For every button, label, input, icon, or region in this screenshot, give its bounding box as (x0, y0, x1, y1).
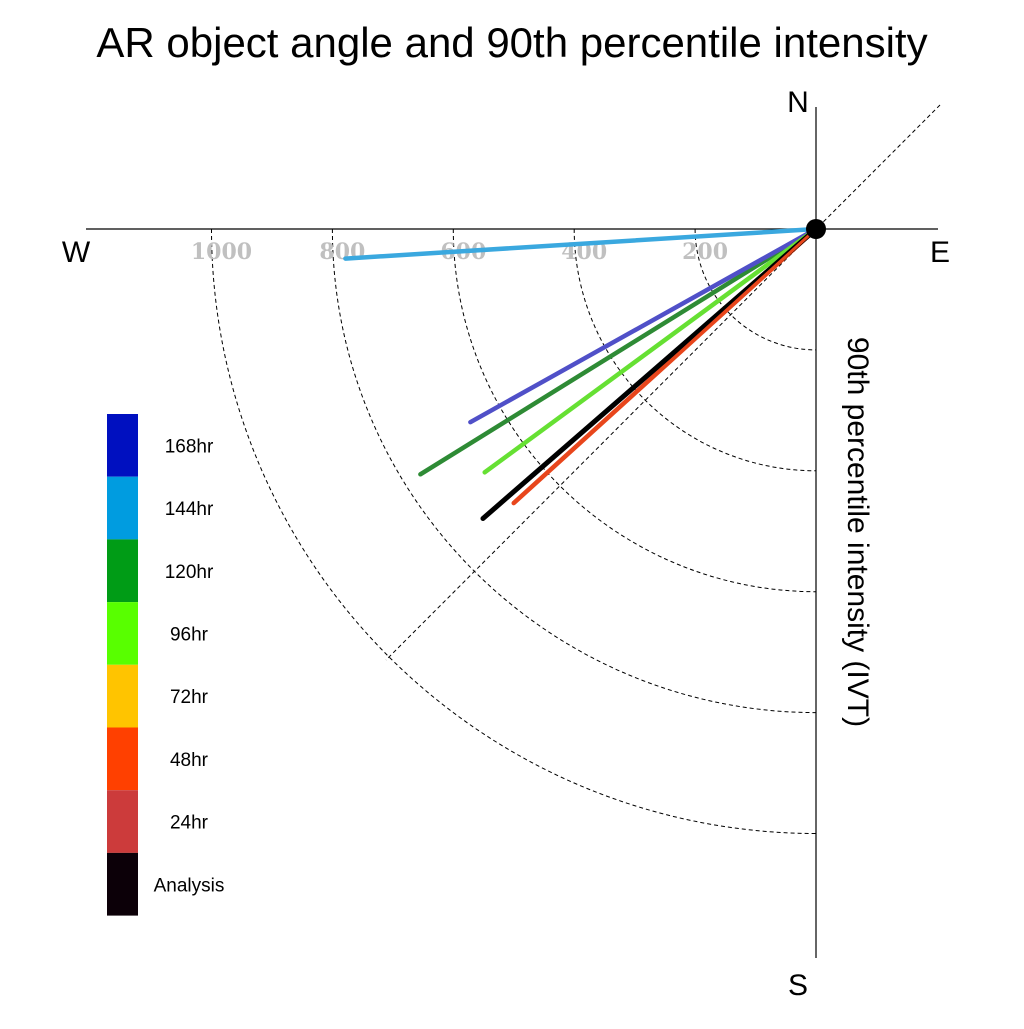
radial-tick-label: 200 (682, 239, 728, 265)
compass-north-label: N (787, 86, 809, 119)
legend-swatch (107, 539, 138, 603)
legend-label: 168hr (165, 436, 214, 457)
legend-label: 120hr (165, 562, 214, 583)
legend-label: 24hr (170, 813, 209, 834)
vector-48hr-overlay (512, 227, 818, 505)
legend-swatch (107, 664, 138, 728)
radial-tick-label: 800 (319, 239, 365, 265)
legend-swatch (107, 790, 138, 853)
radial-grid-arc (331, 228, 817, 714)
vector-120hr (418, 226, 819, 477)
legend-label: 48hr (170, 750, 209, 771)
y-axis-label: 90th percentile intensity (IVT) (841, 337, 874, 727)
legend-swatch (107, 727, 138, 791)
legend-swatch (107, 476, 138, 540)
legend-label: 96hr (170, 624, 209, 645)
legend-label: Analysis (154, 875, 225, 896)
legend-label: 144hr (165, 499, 214, 520)
vector-144hr (343, 226, 819, 261)
compass-east-label: E (930, 236, 950, 269)
diagonal-guide-line (385, 104, 941, 661)
direction-vectors (343, 219, 826, 522)
radial-grid-arc (452, 228, 817, 593)
vector-168hr (468, 226, 819, 425)
radial-grid-arc (573, 228, 817, 472)
legend-swatch (107, 852, 138, 916)
chart-title: AR object angle and 90th percentile inte… (96, 19, 927, 66)
legend-swatch (107, 414, 138, 477)
compass-west-label: W (62, 236, 91, 269)
legend-label: 72hr (170, 687, 209, 708)
polar-grid (211, 104, 941, 834)
radial-tick-label: 1000 (191, 239, 252, 265)
origin-marker (806, 219, 826, 239)
compass-south-label: S (788, 969, 808, 1002)
legend: 168hr 144hr 120hr 96hr 72hr 48hr 24hr Analysis (107, 414, 224, 916)
legend-swatch (107, 602, 138, 665)
vector-96hr (482, 226, 819, 475)
vector-analysis (480, 226, 819, 522)
